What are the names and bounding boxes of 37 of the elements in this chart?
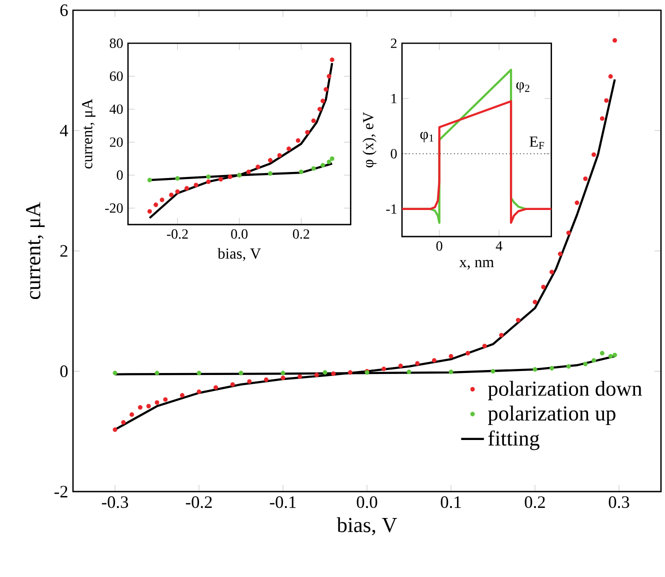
y-tick-label: -20 xyxy=(105,204,123,214)
y-tick-label: 80 xyxy=(110,38,123,48)
x-tick-label: 0.0 xyxy=(356,496,378,508)
x-tick-label: -0.3 xyxy=(102,496,128,508)
annotation: φ$_{1}$ xyxy=(420,132,434,143)
y-tick-label: 2 xyxy=(390,38,397,48)
x-tick-label: -0.1 xyxy=(270,496,296,508)
y-tick-label: 4 xyxy=(60,125,68,136)
y-tick-label: 6 xyxy=(60,4,68,16)
x-axis-title: bias, V xyxy=(218,248,261,262)
y-tick-label: 60 xyxy=(110,72,123,82)
annotation: E$_{F}$ xyxy=(530,136,544,150)
y-tick-label: 0 xyxy=(116,170,123,180)
legend-label: polarization up xyxy=(488,406,616,426)
x-tick-label: 0.3 xyxy=(608,496,630,508)
y-axis-title: current, μA xyxy=(82,99,96,169)
y-tick-label: -1 xyxy=(386,204,396,214)
x-tick-label: 0.2 xyxy=(524,496,545,508)
y-tick-label: 1 xyxy=(392,94,396,104)
y-tick-label: 20 xyxy=(110,138,123,148)
y-axis-title: φ (x), eV xyxy=(362,112,376,168)
x-tick-label: 0.1 xyxy=(440,496,461,508)
x-tick-label: -0.2 xyxy=(166,230,188,239)
x-tick-label: 0.2 xyxy=(292,230,310,239)
x-axis-title: x, nm xyxy=(459,260,494,270)
y-tick-label: 2 xyxy=(60,245,68,257)
y-tick-label: 40 xyxy=(110,104,123,114)
x-axis-title: bias, V xyxy=(336,517,397,536)
y-tick-label: -2 xyxy=(54,486,68,498)
y-tick-label: 0 xyxy=(60,366,68,378)
y-axis-title: current, μA xyxy=(26,202,45,300)
annotation: φ$_{2}$ xyxy=(516,82,530,93)
legend-label: polarization down xyxy=(488,381,642,400)
x-tick-label: 0.0 xyxy=(231,230,248,239)
legend-label: fitting xyxy=(488,430,540,450)
x-tick-label: -0.2 xyxy=(186,496,212,508)
y-tick-label: 0 xyxy=(390,149,397,159)
